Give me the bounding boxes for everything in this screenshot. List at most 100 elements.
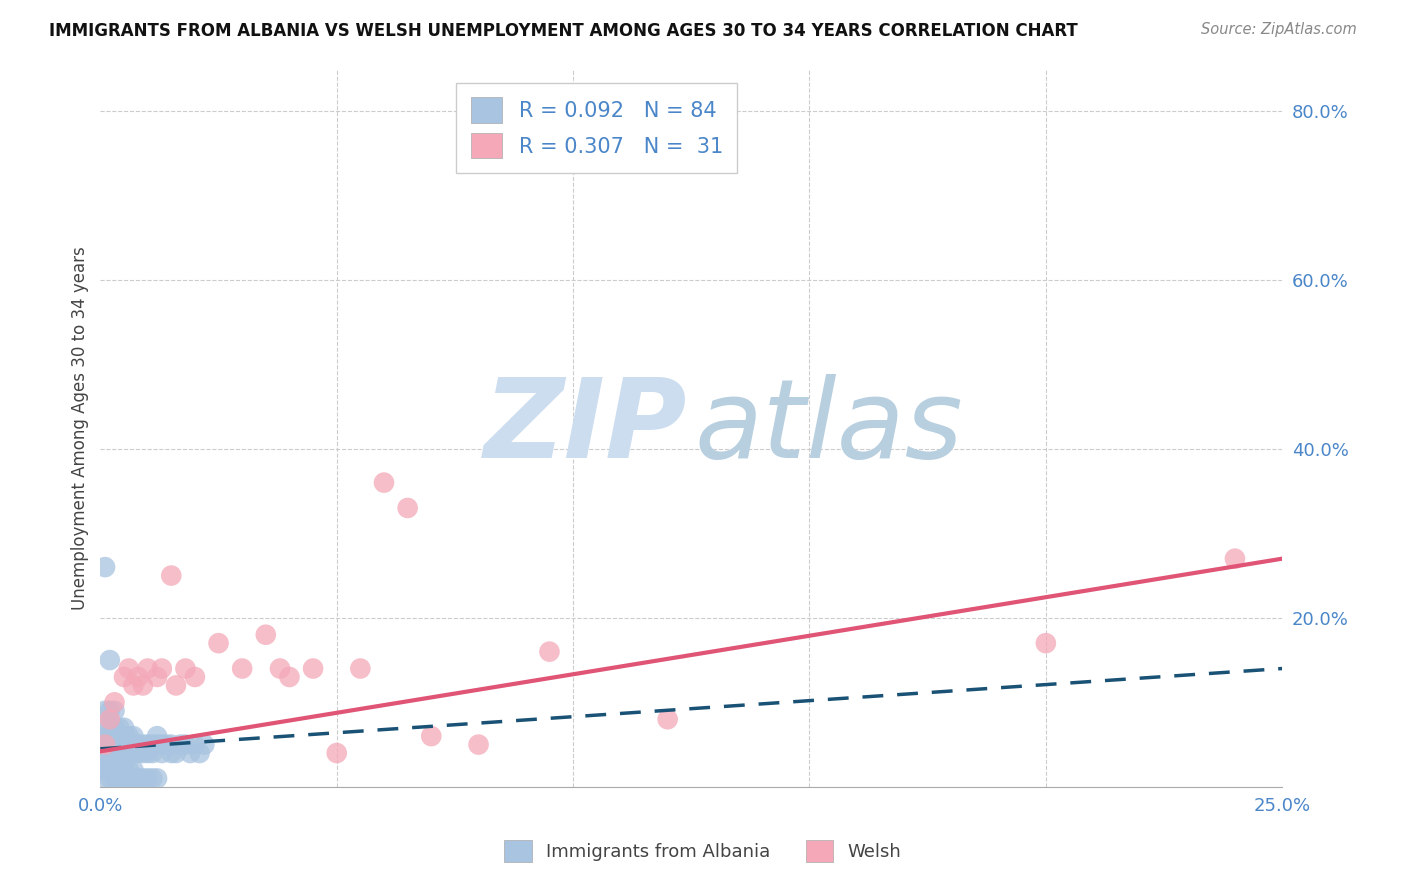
Point xyxy=(132,772,155,786)
Point xyxy=(150,738,173,752)
Point xyxy=(146,772,169,786)
Point xyxy=(103,772,125,786)
Point xyxy=(98,653,121,667)
Point xyxy=(269,661,291,675)
Point xyxy=(94,721,117,735)
Point xyxy=(132,746,155,760)
Point xyxy=(98,738,121,752)
Point xyxy=(94,560,117,574)
Point xyxy=(150,746,173,760)
Point xyxy=(122,763,145,777)
Point xyxy=(103,704,125,718)
Point xyxy=(231,661,253,675)
Point xyxy=(207,636,229,650)
Point xyxy=(132,678,155,692)
Point xyxy=(94,738,117,752)
Point xyxy=(103,746,125,760)
Point xyxy=(141,746,163,760)
Point xyxy=(118,738,141,752)
Point xyxy=(98,721,121,735)
Point xyxy=(136,772,159,786)
Point xyxy=(122,738,145,752)
Point xyxy=(112,721,135,735)
Point xyxy=(98,755,121,769)
Point xyxy=(103,763,125,777)
Point xyxy=(302,661,325,675)
Point xyxy=(132,738,155,752)
Point xyxy=(94,746,117,760)
Point xyxy=(118,746,141,760)
Point xyxy=(127,772,149,786)
Point xyxy=(94,738,117,752)
Point xyxy=(98,763,121,777)
Point xyxy=(94,755,117,769)
Point xyxy=(112,755,135,769)
Point xyxy=(184,738,207,752)
Point xyxy=(103,695,125,709)
Point xyxy=(108,772,131,786)
Point xyxy=(127,746,149,760)
Point xyxy=(108,746,131,760)
Point xyxy=(538,645,561,659)
Point xyxy=(170,738,193,752)
Point xyxy=(174,661,197,675)
Point xyxy=(118,729,141,743)
Point xyxy=(100,729,122,743)
Point xyxy=(396,500,419,515)
Point xyxy=(657,712,679,726)
Point xyxy=(118,661,141,675)
Point xyxy=(254,628,277,642)
Point xyxy=(278,670,301,684)
Point xyxy=(188,746,211,760)
Y-axis label: Unemployment Among Ages 30 to 34 years: Unemployment Among Ages 30 to 34 years xyxy=(72,246,89,609)
Point xyxy=(127,738,149,752)
Point xyxy=(105,738,128,752)
Point xyxy=(146,670,169,684)
Point xyxy=(160,738,183,752)
Point xyxy=(108,721,131,735)
Legend: Immigrants from Albania, Welsh: Immigrants from Albania, Welsh xyxy=(498,833,908,870)
Point xyxy=(112,670,135,684)
Point xyxy=(98,712,121,726)
Point xyxy=(179,746,201,760)
Point xyxy=(98,704,121,718)
Point xyxy=(94,763,117,777)
Point xyxy=(108,763,131,777)
Point xyxy=(165,678,187,692)
Point xyxy=(98,746,121,760)
Point xyxy=(108,729,131,743)
Point xyxy=(108,738,131,752)
Point xyxy=(96,738,118,752)
Point xyxy=(155,738,177,752)
Legend: R = 0.092   N = 84, R = 0.307   N =  31: R = 0.092 N = 84, R = 0.307 N = 31 xyxy=(456,83,737,173)
Point xyxy=(141,738,163,752)
Point xyxy=(90,746,112,760)
Point xyxy=(150,661,173,675)
Point xyxy=(127,670,149,684)
Point xyxy=(103,738,125,752)
Point xyxy=(118,772,141,786)
Point xyxy=(184,670,207,684)
Point xyxy=(467,738,489,752)
Point xyxy=(93,746,115,760)
Point xyxy=(136,738,159,752)
Text: atlas: atlas xyxy=(695,374,963,481)
Point xyxy=(146,738,169,752)
Point xyxy=(136,661,159,675)
Point xyxy=(103,755,125,769)
Point xyxy=(94,772,117,786)
Point xyxy=(101,738,124,752)
Point xyxy=(193,738,215,752)
Point xyxy=(1035,636,1057,650)
Point xyxy=(122,729,145,743)
Point xyxy=(141,772,163,786)
Point xyxy=(103,729,125,743)
Point xyxy=(136,746,159,760)
Point xyxy=(91,738,114,752)
Point xyxy=(103,721,125,735)
Point xyxy=(112,746,135,760)
Point xyxy=(146,729,169,743)
Text: ZIP: ZIP xyxy=(484,374,688,481)
Point xyxy=(122,678,145,692)
Point xyxy=(165,746,187,760)
